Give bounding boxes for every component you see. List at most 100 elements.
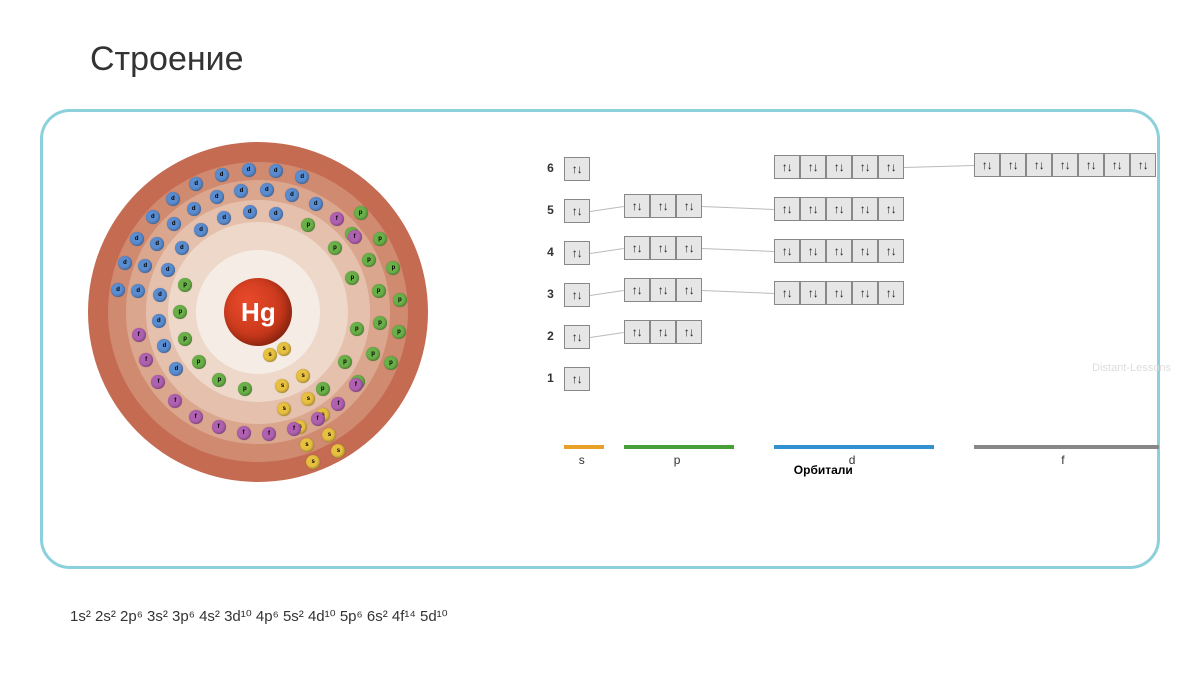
orbital-cell: ↑↓ bbox=[676, 194, 702, 218]
axis-label: f bbox=[1061, 453, 1064, 467]
d-electron: d bbox=[130, 232, 144, 246]
orbital-group-s: ↑↓ bbox=[564, 199, 590, 223]
orbital-cell: ↑↓ bbox=[878, 239, 904, 263]
diagram-connector bbox=[590, 290, 624, 296]
d-electron: d bbox=[187, 202, 201, 216]
nucleus: Hg bbox=[224, 278, 292, 346]
orbital-cell: ↑↓ bbox=[676, 236, 702, 260]
p-electron: p bbox=[354, 206, 368, 220]
row-label: 3 bbox=[534, 287, 554, 301]
orbital-cell: ↑↓ bbox=[774, 155, 800, 179]
electron-configuration: 1s² 2s² 2p⁶ 3s² 3p⁶ 4s² 3d¹⁰ 4p⁶ 5s² 4d¹… bbox=[70, 607, 448, 625]
orbital-cell: ↑↓ bbox=[800, 281, 826, 305]
d-electron: d bbox=[111, 283, 125, 297]
diagram-connector bbox=[590, 206, 624, 212]
orbital-group-s: ↑↓ bbox=[564, 157, 590, 181]
row-label: 5 bbox=[534, 203, 554, 217]
orbital-group-d: ↑↓↑↓↑↓↑↓↑↓ bbox=[774, 155, 904, 179]
orbital-cell: ↑↓ bbox=[564, 367, 590, 391]
p-electron: p bbox=[373, 316, 387, 330]
f-electron: f bbox=[287, 422, 301, 436]
orbital-group-s: ↑↓ bbox=[564, 241, 590, 265]
d-electron: d bbox=[131, 284, 145, 298]
orbital-group-p: ↑↓↑↓↑↓ bbox=[624, 236, 702, 260]
diagram-connector bbox=[702, 290, 774, 294]
axis-segment-p bbox=[624, 445, 734, 449]
axis-segment-s bbox=[564, 445, 604, 449]
orbital-cell: ↑↓ bbox=[1026, 153, 1052, 177]
orbital-cell: ↑↓ bbox=[878, 155, 904, 179]
orbital-cell: ↑↓ bbox=[1130, 153, 1156, 177]
s-electron: s bbox=[277, 402, 291, 416]
d-electron: d bbox=[285, 188, 299, 202]
orbital-cell: ↑↓ bbox=[624, 320, 650, 344]
diagram-connector bbox=[590, 248, 624, 254]
s-electron: s bbox=[296, 369, 310, 383]
d-electron: d bbox=[166, 192, 180, 206]
orbital-cell: ↑↓ bbox=[650, 320, 676, 344]
f-electron: f bbox=[189, 410, 203, 424]
orbital-group-p: ↑↓↑↓↑↓ bbox=[624, 194, 702, 218]
content-frame: Hgssssppppppssppppppddddddddddssppppppdd… bbox=[40, 109, 1160, 569]
d-electron: d bbox=[153, 288, 167, 302]
orbital-cell: ↑↓ bbox=[800, 197, 826, 221]
d-electron: d bbox=[167, 217, 181, 231]
d-electron: d bbox=[146, 210, 160, 224]
watermark: Distant-Lessons bbox=[1092, 362, 1171, 374]
row-label: 2 bbox=[534, 329, 554, 343]
s-electron: s bbox=[301, 392, 315, 406]
page-title: Строение bbox=[0, 0, 1200, 99]
s-electron: s bbox=[331, 444, 345, 458]
p-electron: p bbox=[328, 241, 342, 255]
d-electron: d bbox=[243, 205, 257, 219]
axis-segment-d bbox=[774, 445, 934, 449]
orbital-diagram: 6↑↓↑↓↑↓↑↓↑↓↑↓↑↓↑↓↑↓↑↓↑↓↑↓↑↓5↑↓↑↓↑↓↑↓↑↓↑↓… bbox=[534, 157, 1137, 487]
diagram-connector bbox=[702, 248, 774, 252]
orbital-cell: ↑↓ bbox=[774, 197, 800, 221]
d-electron: d bbox=[210, 190, 224, 204]
orbital-cell: ↑↓ bbox=[878, 197, 904, 221]
f-electron: f bbox=[330, 212, 344, 226]
orbital-group-s: ↑↓ bbox=[564, 325, 590, 349]
orbital-cell: ↑↓ bbox=[624, 194, 650, 218]
orbital-cell: ↑↓ bbox=[800, 239, 826, 263]
d-electron: d bbox=[215, 168, 229, 182]
orbital-cell: ↑↓ bbox=[676, 278, 702, 302]
d-electron: d bbox=[150, 237, 164, 251]
f-electron: f bbox=[212, 420, 226, 434]
orbital-cell: ↑↓ bbox=[826, 197, 852, 221]
orbital-cell: ↑↓ bbox=[676, 320, 702, 344]
orbital-cell: ↑↓ bbox=[624, 278, 650, 302]
s-electron: s bbox=[277, 342, 291, 356]
orbital-group-s: ↑↓ bbox=[564, 367, 590, 391]
orbital-cell: ↑↓ bbox=[774, 239, 800, 263]
d-electron: d bbox=[242, 163, 256, 177]
d-electron: d bbox=[269, 207, 283, 221]
orbital-cell: ↑↓ bbox=[852, 281, 878, 305]
diagram-connector bbox=[702, 206, 774, 210]
orbital-cell: ↑↓ bbox=[564, 241, 590, 265]
diagram-connector bbox=[904, 165, 974, 168]
f-electron: f bbox=[348, 230, 362, 244]
d-electron: d bbox=[269, 164, 283, 178]
d-electron: d bbox=[175, 241, 189, 255]
d-electron: d bbox=[161, 263, 175, 277]
p-electron: p bbox=[178, 332, 192, 346]
orbital-cell: ↑↓ bbox=[1104, 153, 1130, 177]
axis-label: s bbox=[579, 453, 585, 467]
p-electron: p bbox=[338, 355, 352, 369]
atom-diagram: Hgssssppppppssppppppddddddddddssppppppdd… bbox=[93, 142, 424, 482]
orbital-group-d: ↑↓↑↓↑↓↑↓↑↓ bbox=[774, 197, 904, 221]
p-electron: p bbox=[373, 232, 387, 246]
d-electron: d bbox=[152, 314, 166, 328]
orbital-group-s: ↑↓ bbox=[564, 283, 590, 307]
orbital-group-f: ↑↓↑↓↑↓↑↓↑↓↑↓↑↓ bbox=[974, 153, 1156, 177]
axis-label: p bbox=[674, 453, 681, 467]
orbital-cell: ↑↓ bbox=[974, 153, 1000, 177]
axis-segment-f bbox=[974, 445, 1159, 449]
d-electron: d bbox=[309, 197, 323, 211]
orbital-cell: ↑↓ bbox=[650, 236, 676, 260]
orbital-cell: ↑↓ bbox=[852, 197, 878, 221]
f-electron: f bbox=[311, 412, 325, 426]
orbital-cell: ↑↓ bbox=[852, 155, 878, 179]
